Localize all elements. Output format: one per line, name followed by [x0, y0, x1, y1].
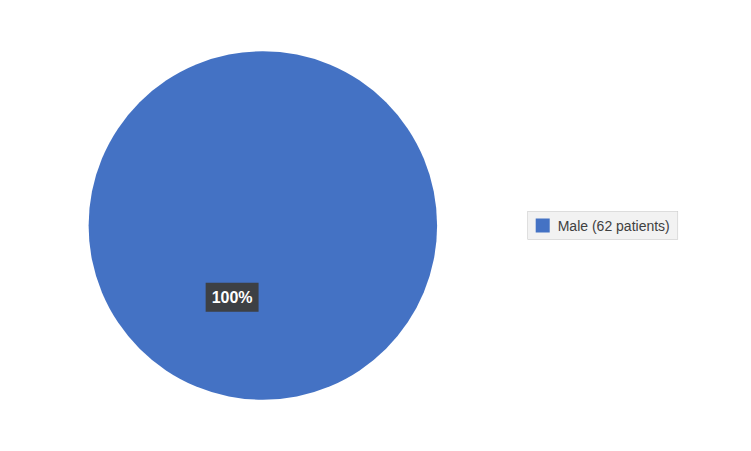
pie-group [89, 51, 438, 400]
chart-svg: 100% Male (62 patients) [0, 0, 751, 451]
annotation-text: 100% [212, 289, 253, 306]
pie-slice [89, 51, 438, 400]
legend: Male (62 patients) [528, 212, 678, 240]
legend-frame [528, 212, 678, 240]
annotation-box [206, 283, 259, 312]
legend-swatch [536, 219, 550, 233]
legend-item: Male (62 patients) [536, 218, 670, 234]
legend-label: Male (62 patients) [558, 218, 670, 234]
annotation: 100% [206, 283, 259, 312]
